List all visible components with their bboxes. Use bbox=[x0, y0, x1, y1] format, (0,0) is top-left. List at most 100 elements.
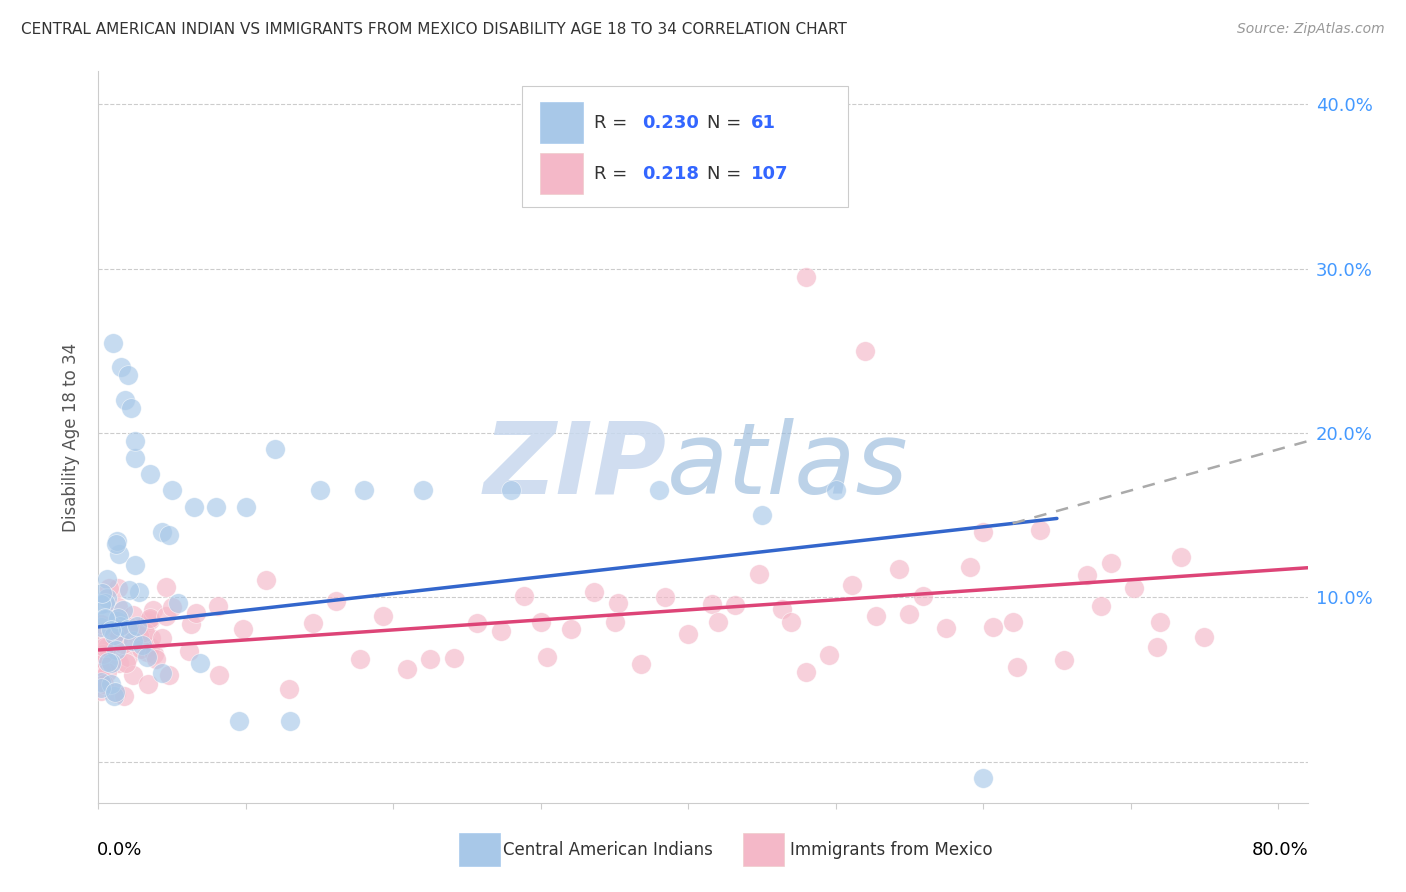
Point bbox=[118, 620, 141, 634]
FancyBboxPatch shape bbox=[522, 86, 848, 207]
Point bbox=[160, 483, 183, 498]
Point bbox=[373, 608, 395, 623]
FancyBboxPatch shape bbox=[742, 833, 785, 866]
Point bbox=[911, 589, 934, 603]
Point bbox=[117, 368, 139, 383]
Point bbox=[90, 650, 112, 665]
Point bbox=[139, 640, 162, 654]
Point bbox=[143, 647, 166, 661]
Point bbox=[513, 589, 536, 603]
Point bbox=[90, 674, 112, 689]
Point bbox=[105, 686, 128, 700]
Point bbox=[536, 649, 558, 664]
Point bbox=[308, 483, 330, 498]
Point bbox=[654, 591, 676, 605]
Point bbox=[108, 619, 131, 633]
Point bbox=[235, 500, 257, 514]
Point bbox=[278, 682, 301, 697]
Point bbox=[489, 624, 512, 639]
Text: R =: R = bbox=[595, 113, 633, 131]
Point bbox=[419, 652, 441, 666]
Point bbox=[208, 667, 231, 681]
Point bbox=[97, 581, 120, 595]
Point bbox=[114, 393, 136, 408]
Point bbox=[155, 580, 177, 594]
Text: ZIP: ZIP bbox=[484, 417, 666, 515]
Point bbox=[606, 596, 628, 610]
Point bbox=[103, 628, 125, 642]
Text: N =: N = bbox=[707, 113, 747, 131]
Point bbox=[853, 343, 876, 358]
Point bbox=[115, 656, 138, 670]
Point bbox=[180, 616, 202, 631]
Y-axis label: Disability Age 18 to 34: Disability Age 18 to 34 bbox=[62, 343, 80, 532]
Point bbox=[700, 597, 723, 611]
Point bbox=[100, 677, 122, 691]
Point bbox=[131, 638, 153, 652]
Point bbox=[157, 668, 180, 682]
FancyBboxPatch shape bbox=[458, 833, 501, 866]
Point bbox=[959, 559, 981, 574]
Point bbox=[108, 547, 131, 561]
Point bbox=[101, 335, 124, 350]
Point bbox=[91, 647, 114, 661]
Point bbox=[824, 483, 846, 498]
Point bbox=[120, 401, 142, 416]
Point bbox=[107, 629, 129, 643]
Point bbox=[90, 620, 112, 634]
Point bbox=[97, 655, 120, 669]
Point bbox=[1146, 640, 1168, 654]
Point bbox=[100, 656, 122, 670]
Point bbox=[167, 596, 190, 610]
Point bbox=[107, 610, 129, 624]
Point bbox=[93, 633, 115, 648]
Point bbox=[898, 607, 921, 621]
Point bbox=[264, 442, 287, 457]
Point bbox=[100, 623, 122, 637]
Point bbox=[105, 537, 128, 551]
Point bbox=[105, 623, 128, 637]
Point bbox=[205, 500, 228, 514]
Point bbox=[91, 586, 114, 600]
Text: 0.218: 0.218 bbox=[643, 165, 700, 183]
Point bbox=[90, 684, 112, 698]
Point bbox=[254, 574, 277, 588]
Point bbox=[1090, 599, 1112, 613]
Point bbox=[122, 608, 145, 623]
Point bbox=[395, 662, 418, 676]
Point bbox=[104, 643, 127, 657]
Point bbox=[207, 599, 229, 614]
Text: Immigrants from Mexico: Immigrants from Mexico bbox=[790, 840, 993, 859]
Point bbox=[228, 714, 250, 728]
Point bbox=[139, 611, 162, 625]
Point bbox=[93, 640, 115, 654]
Point bbox=[124, 450, 146, 465]
Point bbox=[135, 645, 157, 659]
Point bbox=[96, 640, 118, 654]
Point bbox=[678, 626, 700, 640]
FancyBboxPatch shape bbox=[540, 153, 583, 194]
Point bbox=[94, 612, 117, 626]
Point bbox=[150, 665, 173, 680]
Point bbox=[1029, 524, 1052, 538]
Point bbox=[107, 581, 129, 595]
Point bbox=[1123, 581, 1146, 595]
Point bbox=[94, 596, 117, 610]
Point bbox=[179, 644, 201, 658]
Point bbox=[111, 623, 134, 637]
Point bbox=[155, 609, 177, 624]
Point bbox=[139, 467, 162, 481]
Text: Central American Indians: Central American Indians bbox=[503, 840, 713, 859]
Point bbox=[117, 649, 139, 664]
Point bbox=[1001, 615, 1024, 629]
Point bbox=[630, 657, 652, 671]
Point bbox=[794, 665, 817, 680]
Point bbox=[129, 642, 152, 657]
Point bbox=[648, 171, 671, 186]
Point bbox=[648, 483, 671, 498]
Point bbox=[107, 600, 129, 615]
Text: Source: ZipAtlas.com: Source: ZipAtlas.com bbox=[1237, 22, 1385, 37]
Point bbox=[780, 615, 803, 629]
Point bbox=[1149, 615, 1171, 629]
Point bbox=[818, 648, 841, 662]
